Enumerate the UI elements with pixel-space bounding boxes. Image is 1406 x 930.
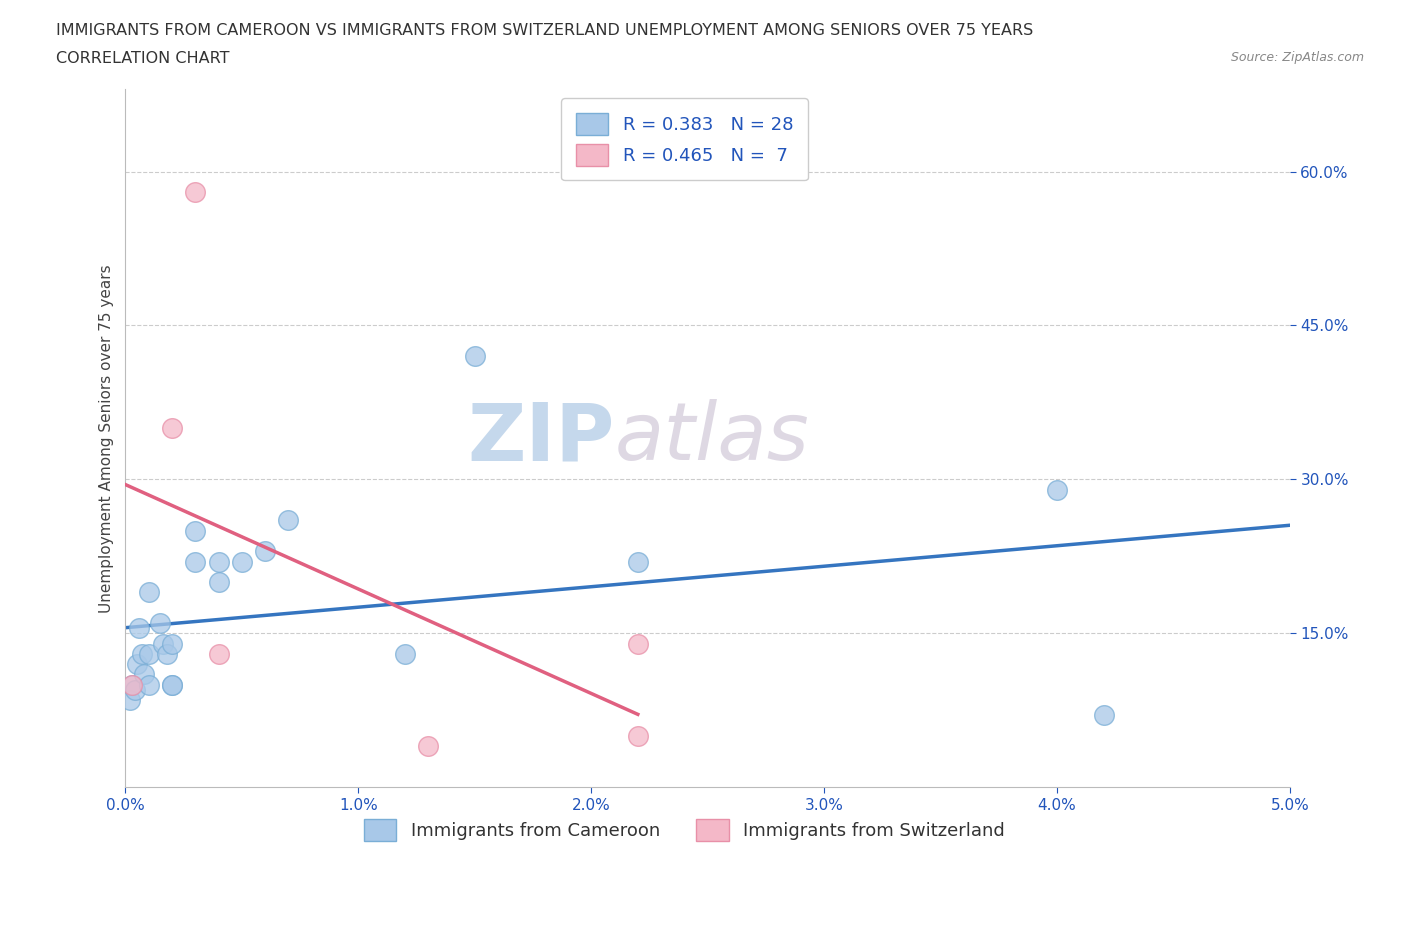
Point bbox=[464, 349, 486, 364]
Y-axis label: Unemployment Among Seniors over 75 years: Unemployment Among Seniors over 75 years bbox=[100, 264, 114, 613]
Point bbox=[121, 677, 143, 692]
Point bbox=[627, 728, 650, 743]
Point bbox=[184, 554, 207, 569]
Point bbox=[152, 636, 174, 651]
Point bbox=[277, 513, 299, 528]
Point bbox=[128, 621, 150, 636]
Point bbox=[207, 575, 229, 590]
Point bbox=[138, 585, 160, 600]
Point bbox=[254, 544, 277, 559]
Point bbox=[231, 554, 253, 569]
Point bbox=[160, 420, 183, 435]
Point bbox=[184, 524, 207, 538]
Text: CORRELATION CHART: CORRELATION CHART bbox=[56, 51, 229, 66]
Point bbox=[1092, 708, 1115, 723]
Point bbox=[120, 693, 142, 708]
Point bbox=[394, 646, 416, 661]
Point bbox=[149, 616, 172, 631]
Point bbox=[121, 677, 143, 692]
Point bbox=[627, 554, 650, 569]
Point bbox=[132, 667, 155, 682]
Point bbox=[156, 646, 179, 661]
Text: Source: ZipAtlas.com: Source: ZipAtlas.com bbox=[1230, 51, 1364, 64]
Point bbox=[207, 554, 229, 569]
Point bbox=[138, 646, 160, 661]
Point bbox=[127, 657, 149, 671]
Text: atlas: atlas bbox=[614, 399, 810, 477]
Point bbox=[1046, 483, 1069, 498]
Text: ZIP: ZIP bbox=[467, 399, 614, 477]
Point bbox=[418, 738, 440, 753]
Legend: Immigrants from Cameroon, Immigrants from Switzerland: Immigrants from Cameroon, Immigrants fro… bbox=[357, 812, 1012, 848]
Point bbox=[131, 646, 153, 661]
Point bbox=[160, 677, 183, 692]
Point bbox=[184, 184, 207, 199]
Text: IMMIGRANTS FROM CAMEROON VS IMMIGRANTS FROM SWITZERLAND UNEMPLOYMENT AMONG SENIO: IMMIGRANTS FROM CAMEROON VS IMMIGRANTS F… bbox=[56, 23, 1033, 38]
Point bbox=[138, 677, 160, 692]
Point bbox=[627, 636, 650, 651]
Point bbox=[160, 677, 183, 692]
Point bbox=[124, 683, 146, 698]
Point bbox=[207, 646, 229, 661]
Point bbox=[160, 636, 183, 651]
